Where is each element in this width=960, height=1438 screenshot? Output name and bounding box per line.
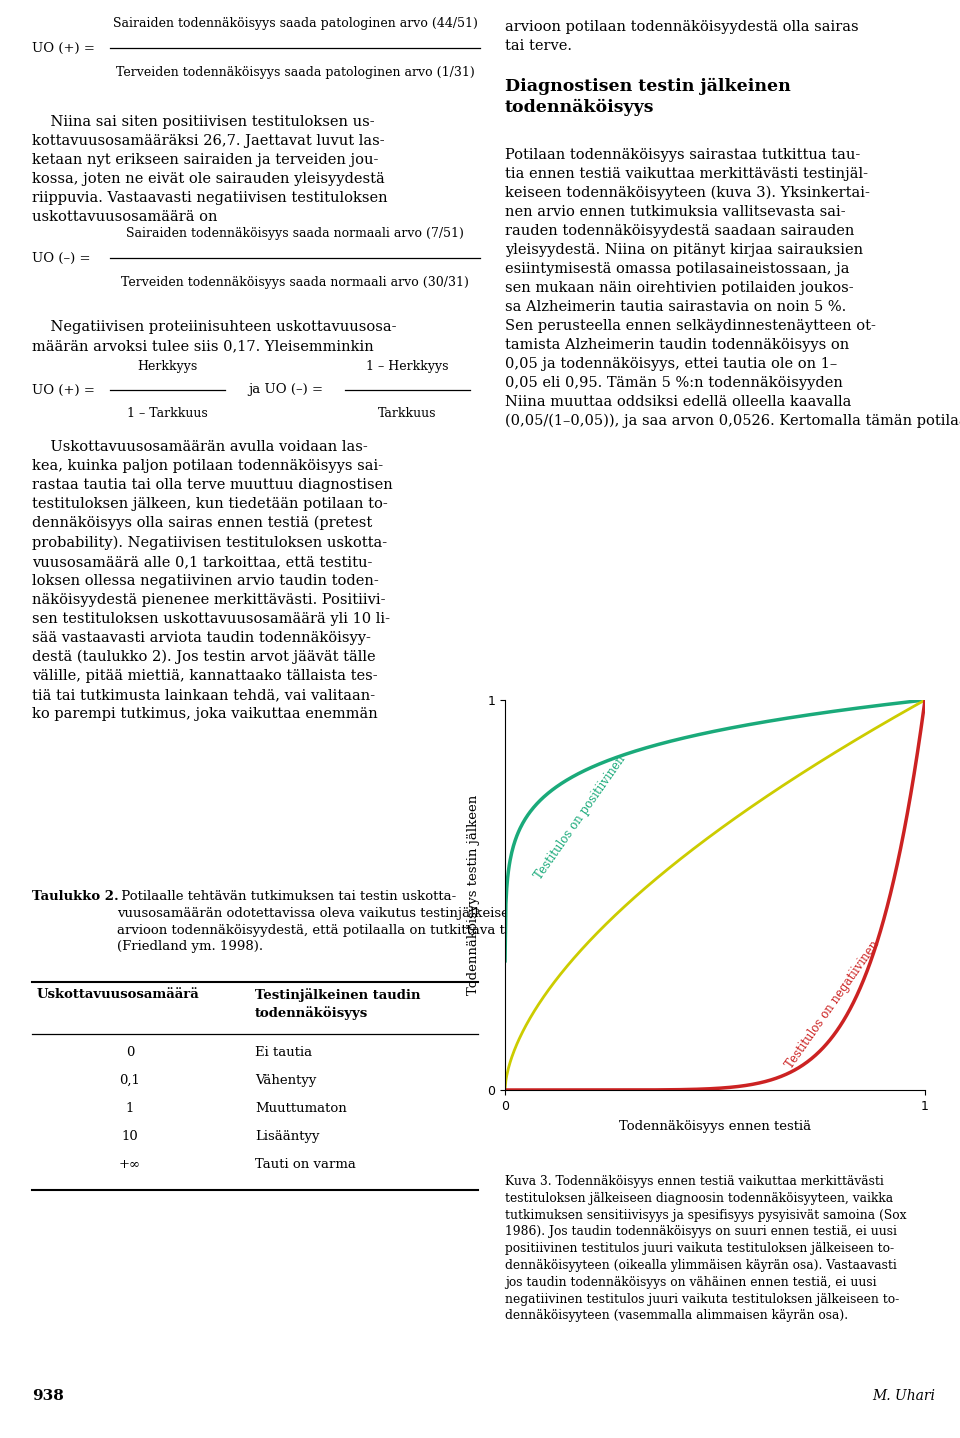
Text: Taulukko 2.: Taulukko 2. bbox=[32, 890, 119, 903]
Text: Potilaan todennäköisyys sairastaa tutkittua tau-
tia ennen testiä vaikuttaa merk: Potilaan todennäköisyys sairastaa tutkit… bbox=[505, 148, 960, 429]
Text: Niina sai siten positiivisen testituloksen us-
kottavuusosamääräksi 26,7. Jaetta: Niina sai siten positiivisen testituloks… bbox=[32, 115, 388, 224]
Text: Vähentyy: Vähentyy bbox=[255, 1074, 317, 1087]
Text: Sairaiden todennäköisyys saada patologinen arvo (44/51): Sairaiden todennäköisyys saada patologin… bbox=[112, 17, 477, 30]
Text: Uskottavuusosamäärä: Uskottavuusosamäärä bbox=[37, 988, 200, 1001]
Text: 0: 0 bbox=[126, 1045, 134, 1058]
Text: Testitulos on negatiivinen: Testitulos on negatiivinen bbox=[783, 938, 882, 1071]
Text: ja UO (–) =: ja UO (–) = bbox=[248, 384, 323, 397]
Text: UO (+) =: UO (+) = bbox=[32, 42, 95, 55]
Text: 10: 10 bbox=[122, 1130, 138, 1143]
Text: Testitulos on positiivinen: Testitulos on positiivinen bbox=[533, 752, 629, 881]
Text: Testinjälkeinen taudin
todennäköisyys: Testinjälkeinen taudin todennäköisyys bbox=[255, 988, 420, 1020]
Text: +∞: +∞ bbox=[119, 1158, 141, 1171]
Text: Kuva 3. Todennäköisyys ennen testiä vaikuttaa merkittävästi
testituloksen jälkei: Kuva 3. Todennäköisyys ennen testiä vaik… bbox=[505, 1175, 906, 1323]
Text: UO (–) =: UO (–) = bbox=[32, 252, 90, 265]
Text: Ei tautia: Ei tautia bbox=[255, 1045, 312, 1058]
Text: Tauti on varma: Tauti on varma bbox=[255, 1158, 356, 1171]
Text: 1 – Tarkkuus: 1 – Tarkkuus bbox=[127, 407, 208, 420]
Text: 938: 938 bbox=[32, 1389, 64, 1403]
Text: 1 – Herkkyys: 1 – Herkkyys bbox=[367, 360, 448, 372]
Text: Diagnostisen testin jälkeinen
todennäköisyys: Diagnostisen testin jälkeinen todennäköi… bbox=[505, 78, 791, 115]
X-axis label: Todennäköisyys ennen testiä: Todennäköisyys ennen testiä bbox=[619, 1120, 811, 1133]
Text: Sairaiden todennäköisyys saada normaali arvo (7/51): Sairaiden todennäköisyys saada normaali … bbox=[126, 227, 464, 240]
Text: Uskottavuusosamäärän avulla voidaan las-
kea, kuinka paljon potilaan todennäköis: Uskottavuusosamäärän avulla voidaan las-… bbox=[32, 440, 393, 720]
Text: 1: 1 bbox=[126, 1102, 134, 1114]
Text: M. Uhari: M. Uhari bbox=[872, 1389, 935, 1403]
Text: Lisääntyy: Lisääntyy bbox=[255, 1130, 320, 1143]
Text: arvioon potilaan todennäköisyydestä olla sairas
tai terve.: arvioon potilaan todennäköisyydestä olla… bbox=[505, 20, 858, 53]
Text: Terveiden todennäköisyys saada normaali arvo (30/31): Terveiden todennäköisyys saada normaali … bbox=[121, 276, 468, 289]
Text: Negatiivisen proteiinisuhteen uskottavuusosa-
määrän arvoksi tulee siis 0,17. Yl: Negatiivisen proteiinisuhteen uskottavuu… bbox=[32, 321, 396, 352]
Text: Potilaalle tehtävän tutkimuksen tai testin uskotta-
vuusosamäärän odotettavissa : Potilaalle tehtävän tutkimuksen tai test… bbox=[117, 890, 531, 953]
Text: Terveiden todennäköisyys saada patologinen arvo (1/31): Terveiden todennäköisyys saada patologin… bbox=[115, 66, 474, 79]
Text: UO (+) =: UO (+) = bbox=[32, 384, 95, 397]
Text: Tarkkuus: Tarkkuus bbox=[378, 407, 437, 420]
Text: Herkkyys: Herkkyys bbox=[137, 360, 198, 372]
Y-axis label: Todennäköisyys testin jälkeen: Todennäköisyys testin jälkeen bbox=[468, 795, 480, 995]
Text: Muuttumaton: Muuttumaton bbox=[255, 1102, 347, 1114]
Text: 0,1: 0,1 bbox=[120, 1074, 140, 1087]
